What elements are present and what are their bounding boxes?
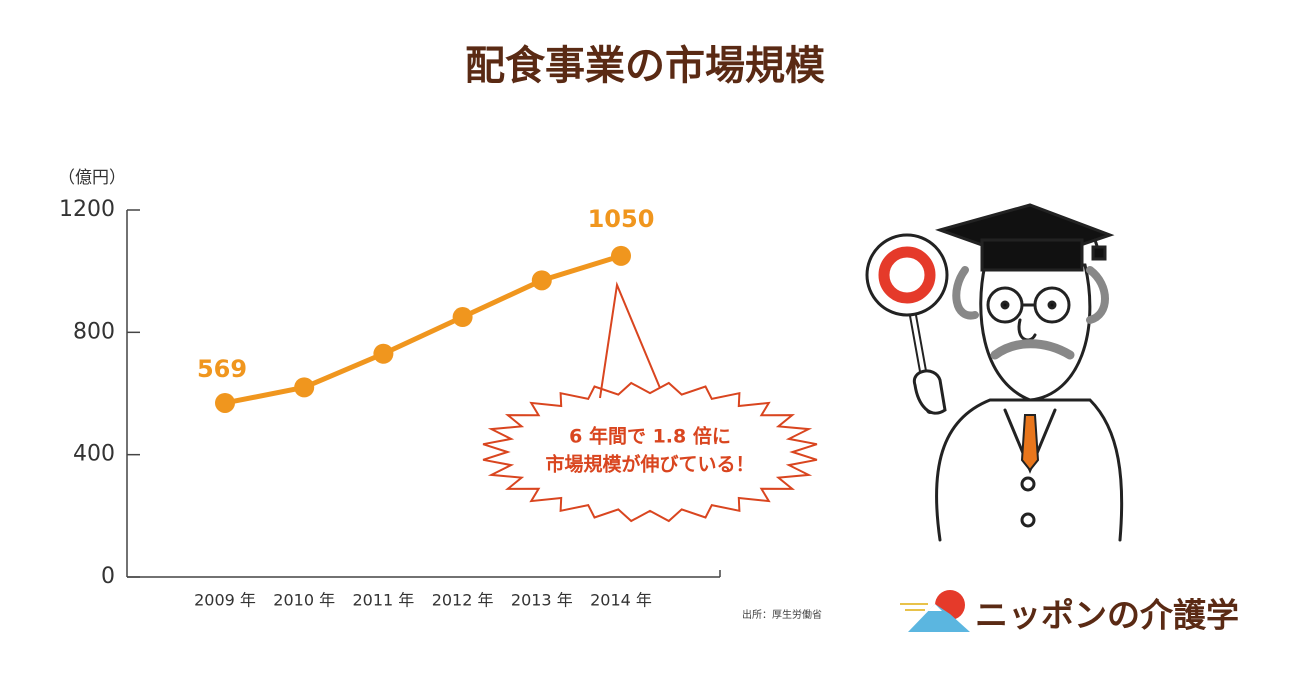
- y-unit: （億円）: [58, 168, 126, 188]
- y-tick-label: 1200: [59, 197, 115, 222]
- speech-bubble: [482, 281, 818, 523]
- logo-icon: [900, 590, 970, 632]
- chart-title: 配食事業の市場規模: [465, 43, 825, 89]
- annotation: 市場規模が伸びている！: [545, 453, 754, 476]
- point: [215, 392, 235, 413]
- x-tick-label: 2012 年: [432, 591, 494, 610]
- source: 出所：厚生労働省: [742, 608, 822, 621]
- x-tick-label: 2009 年: [194, 591, 256, 610]
- data-label: 1050: [588, 205, 655, 233]
- line: [224, 253, 622, 406]
- logo-text: ニッポンの介護学: [975, 596, 1239, 635]
- y-tick-label: 800: [73, 319, 115, 344]
- x-tick-label: 2013 年: [511, 591, 573, 610]
- data-label: 569: [197, 355, 247, 383]
- point: [373, 343, 394, 364]
- y-tick-label: 400: [73, 442, 115, 467]
- y-tick-label: 0: [101, 564, 115, 589]
- x-tick-label: 2011 年: [352, 591, 414, 610]
- point: [531, 270, 552, 291]
- point: [452, 307, 473, 328]
- point: [611, 245, 631, 266]
- x-tick-label: 2014 年: [590, 591, 652, 610]
- annotation: 6 年間で 1.8 倍に: [569, 425, 731, 448]
- x-tick-label: 2010 年: [273, 591, 335, 610]
- point: [294, 377, 315, 398]
- doctor-illustration: [865, 203, 1124, 542]
